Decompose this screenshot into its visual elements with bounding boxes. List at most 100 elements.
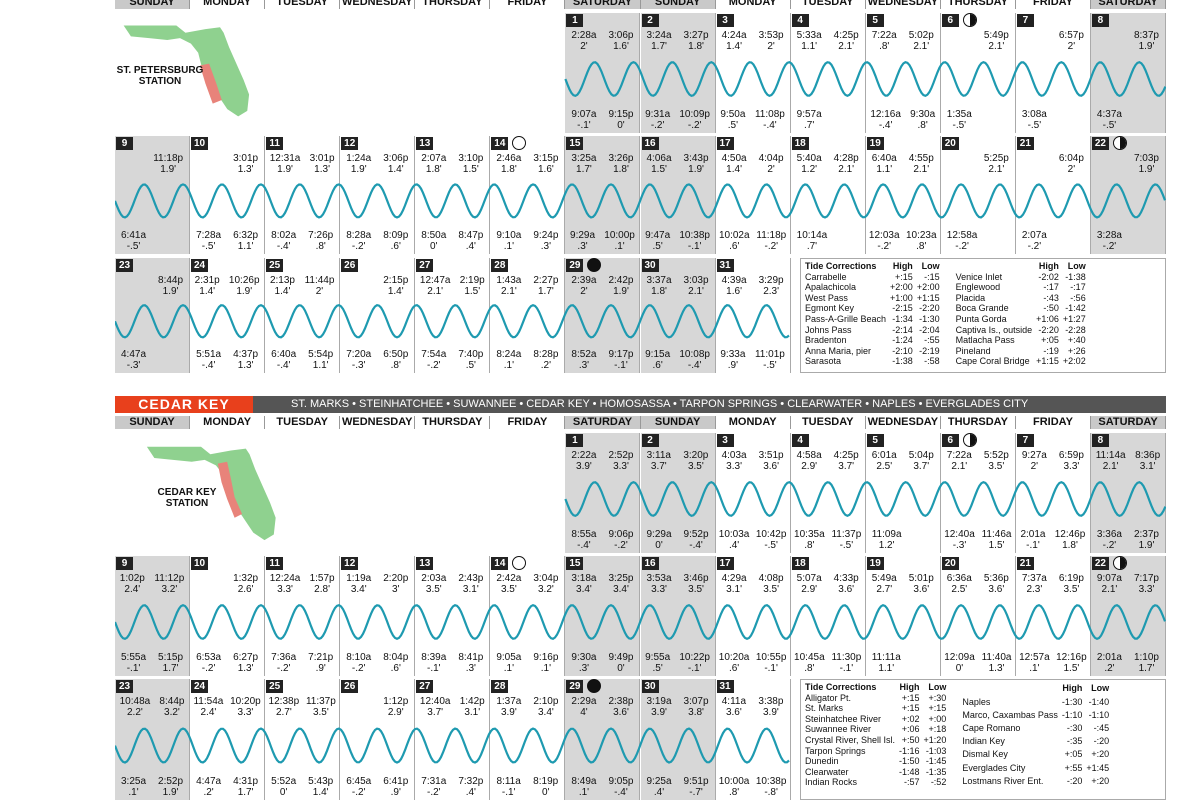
tide-height: 2.8'	[314, 584, 330, 595]
tide-time: 5:54p	[308, 349, 334, 360]
day-cell: 13 2:03a 3.5' 2:43p 3.1' 8:39a -.1' 8:41p .3'	[415, 556, 491, 676]
high-tides: 3:18a 3.4' 3:25p 3.4'	[565, 573, 639, 595]
day-cell: 22 7:03p 1.9' 3:28a -.2'	[1090, 136, 1166, 254]
tide-height: 1.9'	[160, 164, 177, 175]
high-tide: 4:08p 3.5'	[759, 573, 784, 595]
tide-time: 2:01a	[1096, 652, 1122, 663]
high-tides: 4:11a 3.6' 3:38p 3.9'	[716, 696, 790, 718]
low-tides: 8:55a -.4' 9:06p -.2'	[565, 529, 639, 551]
high-tide: 3:24a 1.7'	[647, 30, 672, 52]
low-tide: 3:36a -.2'	[1097, 529, 1122, 551]
high-tide: 10:26p 1.9'	[229, 275, 260, 297]
day-number: 14	[491, 557, 509, 570]
high-tides: 2:03a 3.5' 2:43p 3.1'	[415, 573, 489, 595]
high-tide: 7:22a 2.1'	[947, 450, 972, 472]
tide-time: 9:05p	[608, 776, 634, 787]
tide-height: -.2'	[351, 663, 366, 674]
tide-height: .4'	[465, 241, 476, 252]
half-moon-icon	[1112, 556, 1127, 570]
high-correction: -:19	[1043, 345, 1059, 356]
low-tides: 2:01a -.1' 12:46p 1.8'	[1016, 529, 1090, 551]
tide-height: 3.3'	[1063, 461, 1080, 472]
correction-row: St. Marks +:15 +:15	[803, 703, 948, 714]
low-tide: 9:29a 0'	[647, 529, 672, 551]
day-name: TUESDAY	[265, 0, 341, 9]
high-tide: 1:32p 2.6'	[233, 573, 258, 595]
high-tides: 3:53a 3.3' 3:46p 3.5'	[641, 573, 715, 595]
high-tide: 10:20p 3.3'	[230, 696, 261, 718]
day-header-row: SUNDAY MONDAY TUESDAY WEDNESDAY THURSDAY FRID…	[115, 0, 1167, 9]
low-tides: 9:30a .3' 9:49p 0'	[565, 652, 639, 674]
day-cell: 28 1:37a 3.9' 2:10p 3.4' 8:11a -.1' 8:19p 0'	[490, 679, 566, 800]
high-tides: 2:07a 1.8' 3:10p 1.5'	[415, 153, 489, 175]
tide-time: 8:02a	[271, 230, 297, 241]
tide-time: 8:28a	[346, 230, 372, 241]
high-tide: 9:27a 2'	[1022, 450, 1047, 472]
location-name: Cape Coral Bridge	[955, 356, 1030, 367]
tide-height: 2.4'	[124, 584, 141, 595]
tide-time: 2:22a	[571, 450, 597, 461]
tide-height: .1'	[578, 787, 590, 798]
high-tide: 2:03a 3.5'	[421, 573, 446, 595]
high-tide: 12:47a 2.1'	[420, 275, 451, 297]
low-tides: 10:14a .7'	[791, 230, 865, 252]
day-number: 30	[641, 680, 659, 693]
correction-row: Placida -:43 -:56	[954, 293, 1088, 304]
high-tide: 4:28p 2.1'	[834, 153, 859, 175]
tide-time: 11:14a	[1095, 450, 1126, 461]
tide-height: 3.1'	[726, 584, 742, 595]
tide-time: 4:31p	[233, 776, 259, 787]
tide-time: 5:01p	[908, 573, 934, 584]
station-word: STATION	[165, 498, 209, 510]
location-name: Apalachicola	[805, 282, 857, 293]
day-cell: 5 7:22a .8' 5:02p 2.1' 12:16a -.4' 9:30a .8'	[865, 13, 941, 133]
tide-height: 1.5'	[1063, 663, 1080, 674]
high-tides: 12:38p 2.7' 11:37p 3.5'	[265, 696, 339, 718]
high-tides: 2:29a 4' 2:38p 3.6'	[565, 696, 639, 718]
tide-height: .2'	[1104, 663, 1115, 674]
high-header: High	[1062, 683, 1083, 694]
tide-time: 7:37a	[1021, 573, 1047, 584]
high-tide: 3:53p 2'	[759, 30, 784, 52]
location-name: Alligator Pt.	[805, 692, 852, 703]
high-tides: 5:49p 2.1'	[941, 30, 1015, 52]
high-tide: 11:14a 2.1'	[1096, 450, 1126, 472]
tide-height: 2.1'	[838, 164, 855, 175]
low-tides: 9:25a .4' 9:51p -.7'	[641, 776, 715, 798]
low-tides: 9:47a .5' 10:38p -.1'	[641, 230, 715, 252]
low-tides: 9:07a -.1' 9:15p 0'	[565, 109, 639, 131]
low-tides: 7:20a -.3' 6:50p .8'	[340, 349, 414, 371]
tide-height: 2'	[767, 164, 775, 175]
correction-row: Indian Rocks -:57 -:52	[803, 777, 948, 788]
tide-height: 1.5'	[651, 164, 667, 175]
tide-height: .2'	[203, 787, 214, 798]
tide-height: 3.2'	[164, 707, 180, 718]
low-correction: -1:40	[1088, 696, 1110, 707]
tide-time: 3:46p	[683, 573, 709, 584]
tide-height: .6'	[390, 241, 401, 252]
high-tide: 6:59p 3.3'	[1059, 450, 1084, 472]
tide-time: 4:39a	[721, 275, 747, 286]
tide-time: 11:54a	[193, 696, 224, 707]
tide-time: 6:19p	[1058, 573, 1084, 584]
high-tide: 4:03a 3.3'	[722, 450, 747, 472]
day-cell: 14 2:42a 3.5' 3:04p 3.2' 9:05a .1' 9:16p .1'	[490, 556, 566, 676]
day-number: 26	[341, 680, 359, 693]
low-correction: -1:03	[925, 745, 947, 756]
location-name: Dunedin	[805, 756, 839, 767]
correction-row: Alligator Pt. +:15 +:30	[803, 693, 948, 704]
low-correction: +1:45	[1086, 762, 1110, 773]
high-tide: 3:37a 1.8'	[647, 275, 672, 297]
tide-time: 4:03a	[721, 450, 747, 461]
corrections-header: High Low	[954, 261, 1088, 272]
tide-height: -.7'	[689, 787, 703, 798]
high-tides: 3:11a 3.7' 3:20p 3.5'	[641, 450, 715, 472]
tide-height: .5'	[652, 241, 663, 252]
correction-row: Punta Gorda +1:06 +1:27	[954, 314, 1088, 325]
high-tide: 11:18p 1.9'	[153, 153, 183, 175]
tide-time: 11:37p	[305, 696, 336, 707]
low-tides: 8:50a 0' 8:47p .4'	[415, 230, 489, 252]
day-cell: 12 1:24a 1.9' 3:06p 1.4' 8:28a -.2' 8:09p .6'	[340, 136, 416, 254]
low-tide: 10:38p -.8'	[756, 776, 787, 798]
day-cell: 25 12:38p 2.7' 11:37p 3.5' 5:52a 0' 5:43p 1.4'	[265, 679, 341, 800]
